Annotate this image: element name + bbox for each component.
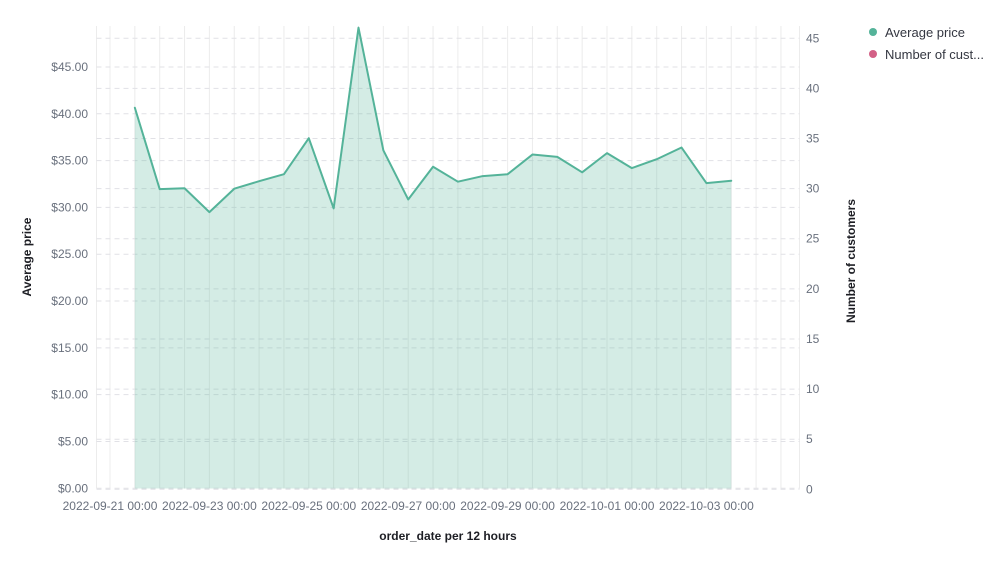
svg-text:$35.00: $35.00: [51, 154, 88, 168]
series-color-dot-icon: [869, 28, 877, 36]
svg-text:2022-09-21 00:00: 2022-09-21 00:00: [63, 499, 158, 513]
svg-text:$45.00: $45.00: [51, 60, 88, 74]
svg-text:2022-10-03 00:00: 2022-10-03 00:00: [659, 499, 754, 513]
legend-item-number-of-customers[interactable]: Number of cust...: [869, 43, 984, 65]
gridlines: [96, 26, 800, 490]
svg-text:25: 25: [806, 232, 820, 246]
svg-text:2022-09-23 00:00: 2022-09-23 00:00: [162, 499, 257, 513]
svg-text:40: 40: [806, 81, 820, 95]
svg-text:$10.00: $10.00: [51, 388, 88, 402]
area-fill-average-price[interactable]: [134, 27, 732, 489]
chart-legend: Average price Number of cust...: [869, 21, 984, 65]
right-y-axis-title: Number of customers: [844, 198, 858, 324]
svg-text:10: 10: [806, 382, 820, 396]
svg-text:$5.00: $5.00: [58, 434, 88, 448]
legend-item-average-price[interactable]: Average price: [869, 21, 984, 43]
svg-text:15: 15: [806, 332, 820, 346]
svg-text:$40.00: $40.00: [51, 107, 88, 121]
svg-text:35: 35: [806, 132, 820, 146]
left-y-axis-title: Average price: [20, 217, 34, 297]
svg-text:$20.00: $20.00: [51, 294, 88, 308]
legend-item-label: Number of cust...: [885, 46, 984, 62]
svg-text:2022-09-29 00:00: 2022-09-29 00:00: [460, 499, 555, 513]
svg-text:$15.00: $15.00: [51, 341, 88, 355]
svg-text:20: 20: [806, 282, 820, 296]
svg-text:45: 45: [806, 31, 820, 45]
svg-text:$30.00: $30.00: [51, 200, 88, 214]
svg-text:0: 0: [806, 482, 813, 496]
line-series-average-price[interactable]: [133, 26, 733, 214]
right-y-axis-tick-labels: 0 5 10 15 20 25 30 35 40 45: [806, 31, 820, 496]
series-color-dot-icon: [869, 50, 877, 58]
svg-text:30: 30: [806, 182, 820, 196]
left-y-axis-tick-labels: $0.00 $5.00 $10.00 $15.00 $20.00 $25.00 $30.00…: [51, 60, 88, 495]
svg-text:5: 5: [806, 432, 813, 446]
x-axis-title: order_date per 12 hours: [379, 529, 517, 543]
x-axis-tick-labels: 2022-09-21 00:00 2022-09-23 00:00 2022-09-…: [63, 499, 754, 513]
svg-text:2022-09-27 00:00: 2022-09-27 00:00: [361, 499, 456, 513]
legend-item-label: Average price: [885, 24, 965, 40]
svg-text:2022-09-25 00:00: 2022-09-25 00:00: [261, 499, 356, 513]
svg-text:2022-10-01 00:00: 2022-10-01 00:00: [560, 499, 655, 513]
svg-text:$0.00: $0.00: [58, 481, 88, 495]
svg-text:$25.00: $25.00: [51, 247, 88, 261]
